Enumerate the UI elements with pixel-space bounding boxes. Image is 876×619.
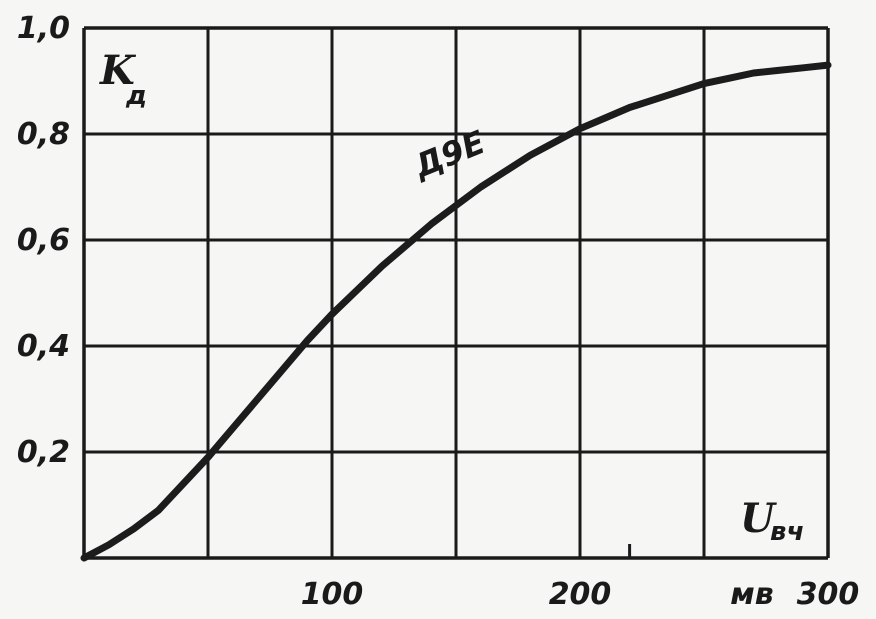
y-axis-label: K (99, 47, 137, 94)
y-tick-label: 0,4 (17, 329, 70, 364)
x-tick-label: 300 (797, 577, 860, 612)
y-tick-label: 1,0 (17, 11, 70, 46)
x-tick-label: 200 (549, 577, 612, 612)
x-tick-label: 100 (301, 577, 364, 612)
x-axis-label-subscript: вч (770, 517, 804, 547)
x-unit-label: мв (730, 577, 774, 612)
y-tick-label: 0,8 (17, 117, 70, 152)
y-tick-label: 0,2 (17, 435, 70, 470)
series-line-d9e (80, 61, 832, 562)
grid (82, 26, 830, 560)
y-axis-label-subscript: д (125, 81, 147, 111)
series-label-d9e: Д9Е (408, 123, 491, 186)
x-axis-label: U (740, 495, 777, 542)
y-tick-label: 0,6 (17, 223, 70, 258)
